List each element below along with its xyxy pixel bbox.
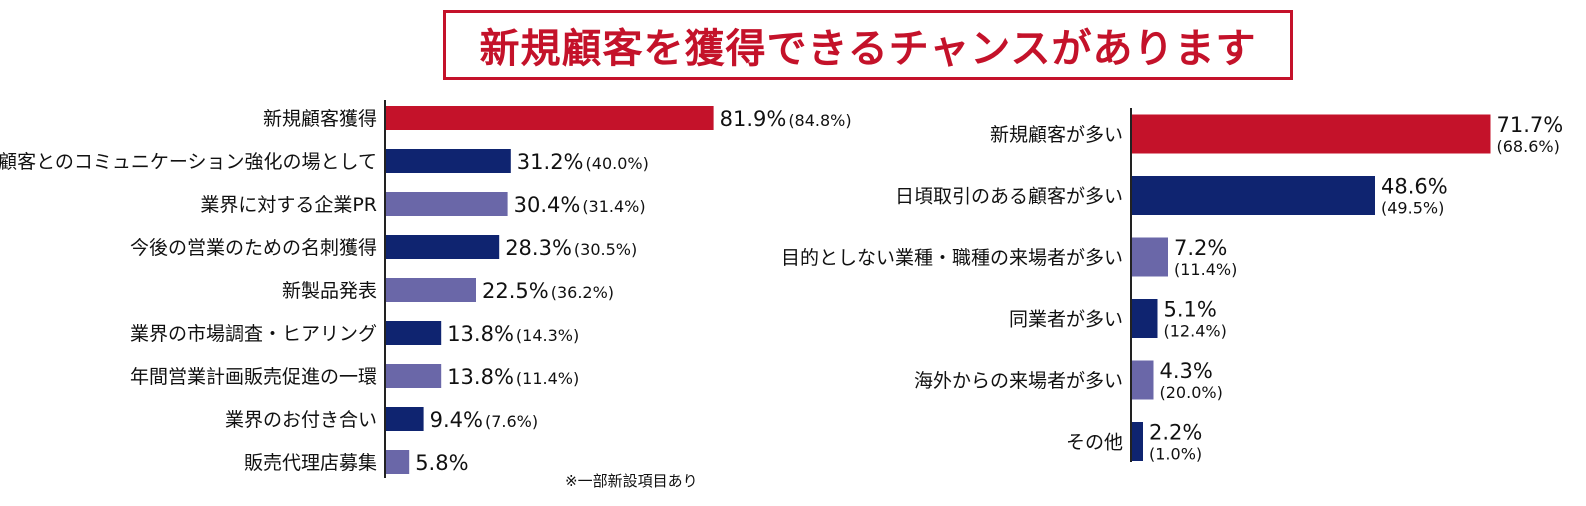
title-banner: 新規顧客を獲得できるチャンスがあります [443, 10, 1293, 80]
bar [1132, 360, 1154, 400]
previous-value-label: (31.4%) [582, 197, 645, 216]
value-label: 30.4% [514, 193, 581, 217]
previous-value-label: (11.4%) [1174, 260, 1237, 279]
category-label: 新規顧客獲得 [263, 108, 377, 130]
previous-value-label: (40.0%) [586, 154, 649, 173]
previous-value-label: (7.6%) [485, 412, 538, 431]
bar [1132, 176, 1375, 215]
left-bar-chart: 新規顧客獲得 81.9% (84.8%) 既存顧客とのコミュニケーション強化の場として… [0, 100, 852, 478]
bar [386, 321, 442, 345]
category-label: 新規顧客が多い [990, 124, 1123, 146]
bar [386, 106, 714, 130]
category-label: 目的としない業種・職種の来場者が多い [781, 247, 1123, 269]
value-label: 71.7% [1497, 113, 1564, 137]
previous-value-label: (14.3%) [516, 326, 579, 345]
category-label: 業界の市場調査・ヒアリング [130, 323, 377, 345]
category-label: 既存顧客とのコミュニケーション強化の場として [0, 151, 377, 173]
category-label: 今後の営業のための名刺獲得 [130, 237, 377, 259]
category-label: 新製品発表 [282, 280, 377, 302]
bar [386, 278, 476, 302]
footnote: ※一部新設項目あり [565, 472, 698, 490]
value-label: 31.2% [517, 150, 584, 174]
category-label: 同業者が多い [1009, 309, 1123, 331]
bar [386, 407, 424, 431]
value-label: 13.8% [447, 322, 514, 346]
previous-value-label: (11.4%) [516, 369, 579, 388]
category-label: その他 [1066, 432, 1123, 454]
bar [386, 235, 500, 259]
value-label: 22.5% [482, 279, 549, 303]
value-label: 2.2% [1149, 421, 1202, 445]
category-label: 日頃取引のある顧客が多い [895, 186, 1123, 208]
value-label: 5.1% [1164, 298, 1217, 322]
bar [386, 192, 508, 216]
bar [1132, 422, 1143, 461]
previous-value-label: (1.0%) [1149, 445, 1202, 464]
bar [1132, 299, 1158, 338]
value-label: 5.8% [415, 451, 468, 475]
category-label: 年間営業計画販売促進の一環 [130, 366, 377, 388]
category-label: 業界に対する企業PR [200, 194, 377, 216]
previous-value-label: (12.4%) [1164, 322, 1227, 341]
bar [386, 149, 511, 173]
category-label: 業界のお付き合い [225, 409, 377, 431]
value-label: 9.4% [430, 408, 483, 432]
bar [1132, 237, 1168, 277]
category-label: 海外からの来場者が多い [914, 370, 1123, 392]
bar [1132, 114, 1491, 154]
category-label: 販売代理店募集 [244, 452, 377, 474]
value-label: 7.2% [1174, 236, 1227, 260]
previous-value-label: (49.5%) [1381, 199, 1444, 218]
value-label: 4.3% [1160, 359, 1213, 383]
previous-value-label: (30.5%) [574, 240, 637, 259]
previous-value-label: (36.2%) [551, 283, 614, 302]
chart-title: 新規顧客を獲得できるチャンスがあります [479, 26, 1257, 72]
previous-value-label: (68.6%) [1497, 137, 1560, 156]
value-label: 48.6% [1381, 175, 1448, 199]
previous-value-label: (20.0%) [1160, 383, 1223, 402]
bar [386, 364, 442, 388]
value-label: 13.8% [447, 365, 514, 389]
value-label: 28.3% [505, 236, 572, 260]
value-label: 81.9% [720, 107, 787, 131]
bar [386, 450, 410, 474]
previous-value-label: (84.8%) [788, 111, 851, 130]
